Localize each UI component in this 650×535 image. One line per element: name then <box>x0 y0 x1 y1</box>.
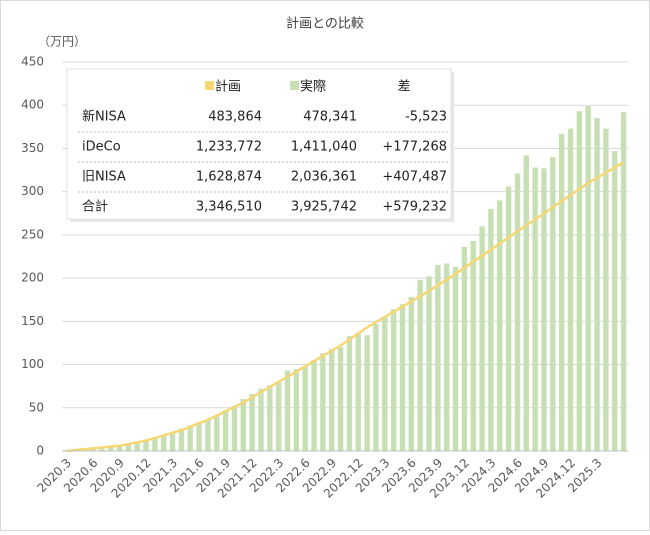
bar <box>426 276 432 451</box>
bar <box>214 416 220 451</box>
table-cell: 3,925,742 <box>291 200 357 215</box>
bar <box>382 317 388 451</box>
bar <box>205 419 211 451</box>
bar <box>373 323 379 451</box>
bar <box>302 366 308 451</box>
table-cell: 483,864 <box>208 110 262 125</box>
y-tick-label: 350 <box>21 141 44 155</box>
y-tick-label: 200 <box>21 271 44 285</box>
bar <box>452 266 459 451</box>
bar <box>346 336 353 451</box>
bar <box>417 279 423 451</box>
chart-title: 計画との比較 <box>286 16 364 32</box>
table-cell: 1,233,772 <box>196 140 262 155</box>
y-tick-label: 250 <box>21 227 44 241</box>
bar <box>364 335 370 451</box>
bar <box>558 133 565 451</box>
legend-swatch <box>205 81 214 90</box>
bar <box>444 263 450 451</box>
row-label: iDeCo <box>82 140 121 155</box>
table-cell: 1,628,874 <box>196 170 262 185</box>
bar <box>116 444 123 451</box>
row-label: 新NISA <box>82 109 126 125</box>
bar <box>435 265 441 451</box>
y-tick-label: 100 <box>21 357 44 371</box>
bar <box>196 422 202 451</box>
bar <box>390 309 397 451</box>
bar <box>620 112 627 451</box>
legend-label: 計画 <box>215 79 241 95</box>
bar <box>505 186 512 452</box>
table-cell: -5,523 <box>405 110 447 125</box>
table-cell: 478,341 <box>303 110 357 125</box>
y-unit: （万円） <box>38 35 86 49</box>
y-tick-label: 450 <box>21 55 44 69</box>
bar <box>576 111 583 452</box>
bar <box>603 128 609 451</box>
table-cell: +407,487 <box>382 170 447 185</box>
bar <box>523 155 529 452</box>
bar <box>497 200 503 451</box>
bar <box>293 368 300 451</box>
bar <box>134 442 140 451</box>
bar <box>169 431 176 451</box>
bar <box>275 381 282 451</box>
bar <box>399 304 406 451</box>
bar <box>337 347 344 451</box>
y-tick-label: 400 <box>21 98 44 112</box>
bar <box>470 240 476 451</box>
y-tick-label: 150 <box>21 314 44 328</box>
bar <box>178 428 185 451</box>
table-bg <box>66 68 452 220</box>
bar <box>222 410 229 451</box>
y-tick-label: 300 <box>21 184 44 198</box>
bar <box>479 226 485 451</box>
row-label: 合計 <box>82 199 108 215</box>
bar <box>267 385 273 451</box>
legend-swatch <box>290 81 299 90</box>
bar <box>107 445 114 451</box>
table-cell: 3,346,510 <box>196 200 262 215</box>
table-cell: +177,268 <box>382 140 447 155</box>
bar <box>514 173 521 451</box>
bar <box>612 151 618 451</box>
bar <box>541 168 547 451</box>
bar <box>258 388 264 451</box>
bar <box>532 167 538 451</box>
table-cell: 1,411,040 <box>291 140 357 155</box>
bar <box>355 332 361 451</box>
bar <box>461 246 468 451</box>
bar <box>187 425 193 451</box>
bar <box>567 128 574 451</box>
bar <box>550 157 556 452</box>
bar <box>311 360 317 451</box>
row-label: 旧NISA <box>82 170 126 185</box>
table-cell: 2,036,361 <box>291 170 357 185</box>
legend-label: 実際 <box>300 79 326 95</box>
bar <box>249 393 255 451</box>
bar <box>329 348 335 451</box>
table-header: 差 <box>397 80 410 95</box>
bar <box>143 440 149 451</box>
y-tick-label: 0 <box>36 444 44 458</box>
line <box>66 161 625 453</box>
bar <box>99 446 105 451</box>
bar <box>594 118 600 451</box>
bar <box>284 370 291 451</box>
table-cell: +579,232 <box>382 200 447 215</box>
bar <box>125 444 132 451</box>
bar <box>240 399 246 451</box>
bar <box>320 353 326 451</box>
bar <box>231 406 238 451</box>
bar <box>152 438 158 451</box>
bar <box>585 106 591 451</box>
bar <box>488 208 494 451</box>
y-tick-label: 50 <box>29 400 44 414</box>
bar <box>408 297 415 451</box>
bar <box>161 435 167 451</box>
